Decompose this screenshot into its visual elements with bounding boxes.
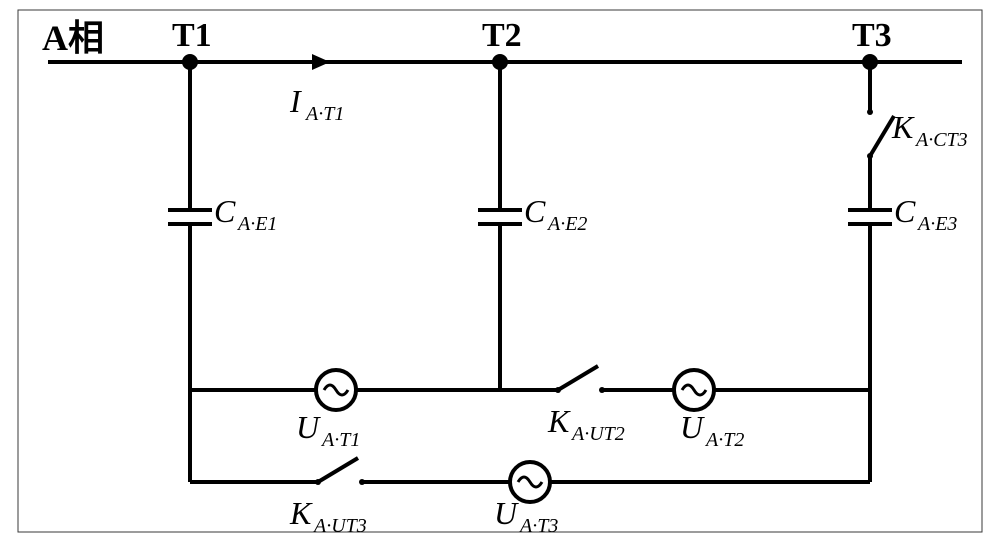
- switch-k-act3: [867, 109, 894, 159]
- svg-text:A·UT2: A·UT2: [570, 423, 625, 445]
- label-k-act3: K A·CT3: [891, 109, 968, 151]
- svg-text:A·E2: A·E2: [546, 213, 587, 235]
- current-arrow: [312, 54, 330, 70]
- svg-text:K: K: [891, 109, 915, 145]
- label-u-at1: U A·T1: [296, 409, 360, 451]
- svg-text:K: K: [547, 403, 571, 439]
- source-u-at1: [316, 370, 356, 410]
- label-t1: T1: [172, 17, 212, 54]
- svg-text:A·T3: A·T3: [518, 515, 558, 537]
- label-i-at1: I A·T1: [289, 83, 344, 125]
- svg-text:A·T1: A·T1: [304, 103, 344, 125]
- label-k-aut3: K A·UT3: [289, 495, 367, 537]
- svg-text:A·T1: A·T1: [320, 429, 360, 451]
- svg-text:C: C: [214, 193, 236, 229]
- label-t3: T3: [852, 17, 892, 54]
- svg-text:U: U: [296, 409, 321, 445]
- switch-k-aut2: [555, 366, 605, 393]
- svg-text:A·E3: A·E3: [916, 213, 957, 235]
- circuit-diagram: A相 T1 T2 T3 I A·T1 C A·E1 C A·E2 K A·CT3: [0, 0, 1000, 542]
- svg-text:A·E1: A·E1: [236, 213, 277, 235]
- svg-text:C: C: [524, 193, 546, 229]
- svg-text:I: I: [289, 83, 302, 119]
- svg-text:K: K: [289, 495, 313, 531]
- phase-label: A相: [42, 18, 104, 58]
- svg-text:C: C: [894, 193, 916, 229]
- svg-text:U: U: [494, 495, 519, 531]
- label-t2: T2: [482, 17, 522, 54]
- label-c-ae1: C A·E1: [214, 193, 277, 235]
- source-u-at2: [674, 370, 714, 410]
- label-c-ae3: C A·E3: [894, 193, 957, 235]
- label-k-aut2: K A·UT2: [547, 403, 625, 445]
- switch-k-aut3: [315, 458, 365, 485]
- svg-text:A·CT3: A·CT3: [914, 129, 968, 151]
- svg-text:A·T2: A·T2: [704, 429, 744, 451]
- label-c-ae2: C A·E2: [524, 193, 587, 235]
- label-u-at2: U A·T2: [680, 409, 744, 451]
- svg-text:U: U: [680, 409, 705, 445]
- svg-text:A·UT3: A·UT3: [312, 515, 367, 537]
